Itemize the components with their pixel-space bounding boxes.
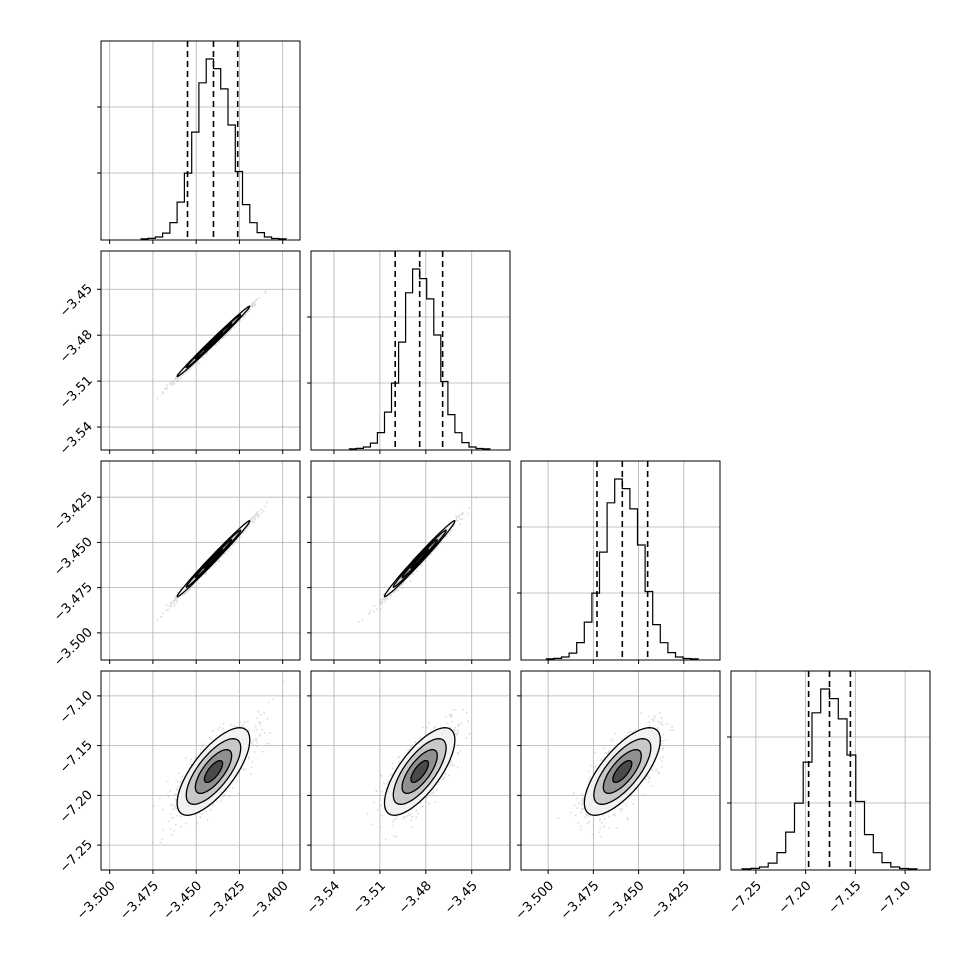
y-tick-label: −7.20 xyxy=(57,788,96,827)
panel-hist-2 xyxy=(517,460,721,664)
contour-level-3 xyxy=(203,548,224,569)
scatter-group xyxy=(557,712,674,838)
y-tick-label: −3.425 xyxy=(51,489,96,534)
x-tick-label: −3.54 xyxy=(304,878,343,917)
panel-frame xyxy=(730,670,931,871)
x-tick-label: −3.500 xyxy=(74,878,119,923)
panel-frame xyxy=(310,670,511,871)
y-tick-label: −3.54 xyxy=(57,419,96,458)
y-tick-label: −3.450 xyxy=(51,535,96,580)
scatter-group xyxy=(366,708,471,841)
x-tick-label: −3.48 xyxy=(396,878,435,917)
x-tick-label: −3.475 xyxy=(117,878,162,923)
panel-1-0 xyxy=(97,250,301,454)
x-tick-label: −3.425 xyxy=(648,878,693,923)
contour-level-3 xyxy=(612,759,633,784)
x-tick-label: −3.500 xyxy=(513,878,558,923)
y-tick-label: −7.15 xyxy=(57,738,96,777)
panel-frame xyxy=(520,670,721,871)
y-tick-label: −3.48 xyxy=(57,327,96,366)
x-tick-label: −7.15 xyxy=(826,878,865,917)
y-tick-label: −3.475 xyxy=(51,580,96,625)
contour-level-3 xyxy=(203,759,224,784)
x-tick-label: −3.475 xyxy=(558,878,603,923)
scatter-group xyxy=(152,680,285,844)
x-tick-label: −7.25 xyxy=(726,878,765,917)
y-tick-label: −7.25 xyxy=(57,837,96,876)
contour-level-3 xyxy=(203,331,224,351)
y-tick-label: −3.500 xyxy=(51,625,96,670)
panel-frame xyxy=(100,250,301,451)
contour-level-3 xyxy=(410,548,430,569)
panel-frame xyxy=(310,460,511,661)
x-tick-label: −7.20 xyxy=(776,878,815,917)
x-tick-label: −3.51 xyxy=(350,878,389,917)
panel-hist-3 xyxy=(727,670,931,874)
panel-hist-1 xyxy=(307,250,511,454)
panel-3-0 xyxy=(97,670,301,874)
panel-frame xyxy=(310,250,511,451)
x-tick-label: −7.10 xyxy=(875,878,914,917)
y-tick-label: −3.45 xyxy=(57,281,96,320)
panel-2-1 xyxy=(307,460,511,664)
x-tick-label: −3.400 xyxy=(247,878,292,923)
panel-frame xyxy=(100,460,301,661)
panel-frame xyxy=(100,670,301,871)
scatter-group xyxy=(358,497,477,623)
panel-3-1 xyxy=(307,670,511,874)
scatter-group xyxy=(156,290,267,400)
panel-3-2 xyxy=(517,670,721,874)
x-tick-label: −3.425 xyxy=(204,878,249,923)
panel-hist-0 xyxy=(97,40,301,244)
y-tick-label: −7.10 xyxy=(57,688,96,727)
panel-2-0 xyxy=(97,460,301,664)
x-tick-label: −3.450 xyxy=(603,878,648,923)
x-tick-label: −3.450 xyxy=(161,878,206,923)
scatter-group xyxy=(156,501,268,622)
x-tick-label: −3.45 xyxy=(442,878,481,917)
contour-level-3 xyxy=(410,759,430,784)
panel-frame xyxy=(100,40,301,241)
panel-frame xyxy=(520,460,721,661)
y-tick-label: −3.51 xyxy=(57,373,96,412)
